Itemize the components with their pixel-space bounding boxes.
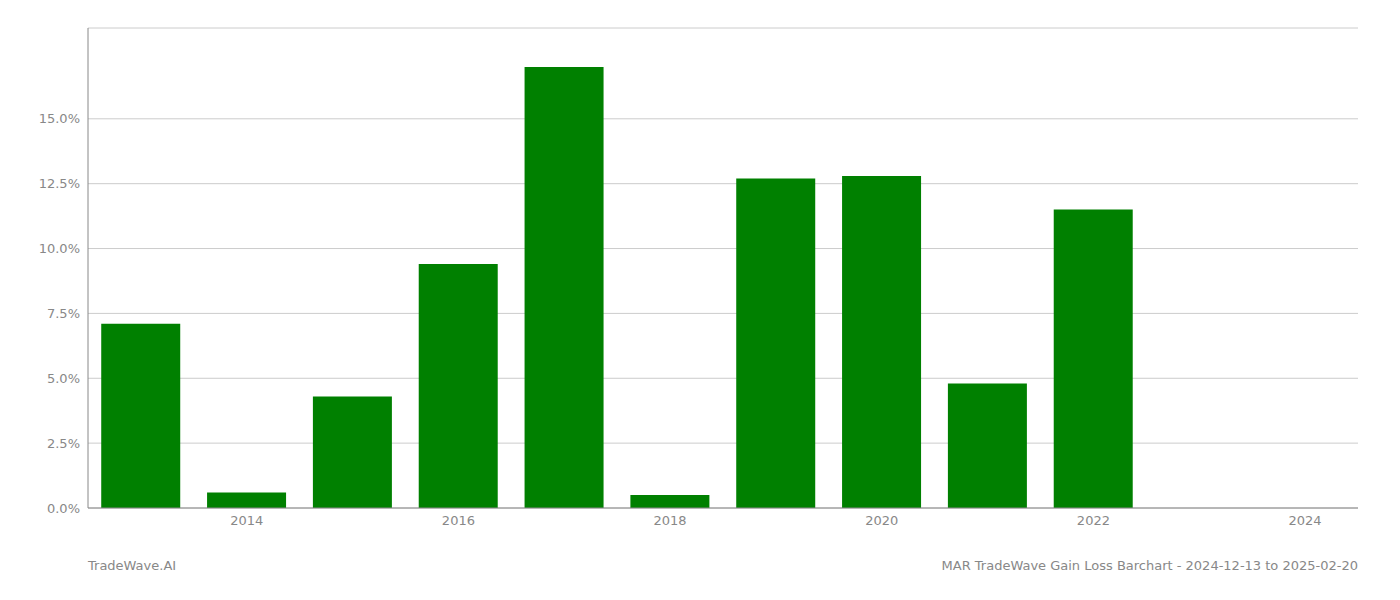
svg-text:2016: 2016: [442, 513, 475, 528]
svg-text:2018: 2018: [654, 513, 687, 528]
svg-text:2022: 2022: [1077, 513, 1110, 528]
svg-text:0.0%: 0.0%: [47, 501, 80, 516]
svg-text:12.5%: 12.5%: [39, 176, 80, 191]
svg-text:2014: 2014: [230, 513, 263, 528]
svg-text:5.0%: 5.0%: [47, 371, 80, 386]
svg-text:7.5%: 7.5%: [47, 306, 80, 321]
svg-text:2.5%: 2.5%: [47, 436, 80, 451]
svg-text:2020: 2020: [865, 513, 898, 528]
html-text:TradeWave.AI: TradeWave.AI: [88, 558, 177, 573]
svg-text:2024: 2024: [1289, 513, 1322, 528]
svg-text:15.0%: 15.0%: [39, 111, 80, 126]
html-text:MAR TradeWave Gain Loss Barcha: MAR TradeWave Gain Loss Barchart - 2024-…: [941, 558, 1358, 573]
svg-text:10.0%: 10.0%: [39, 241, 80, 256]
